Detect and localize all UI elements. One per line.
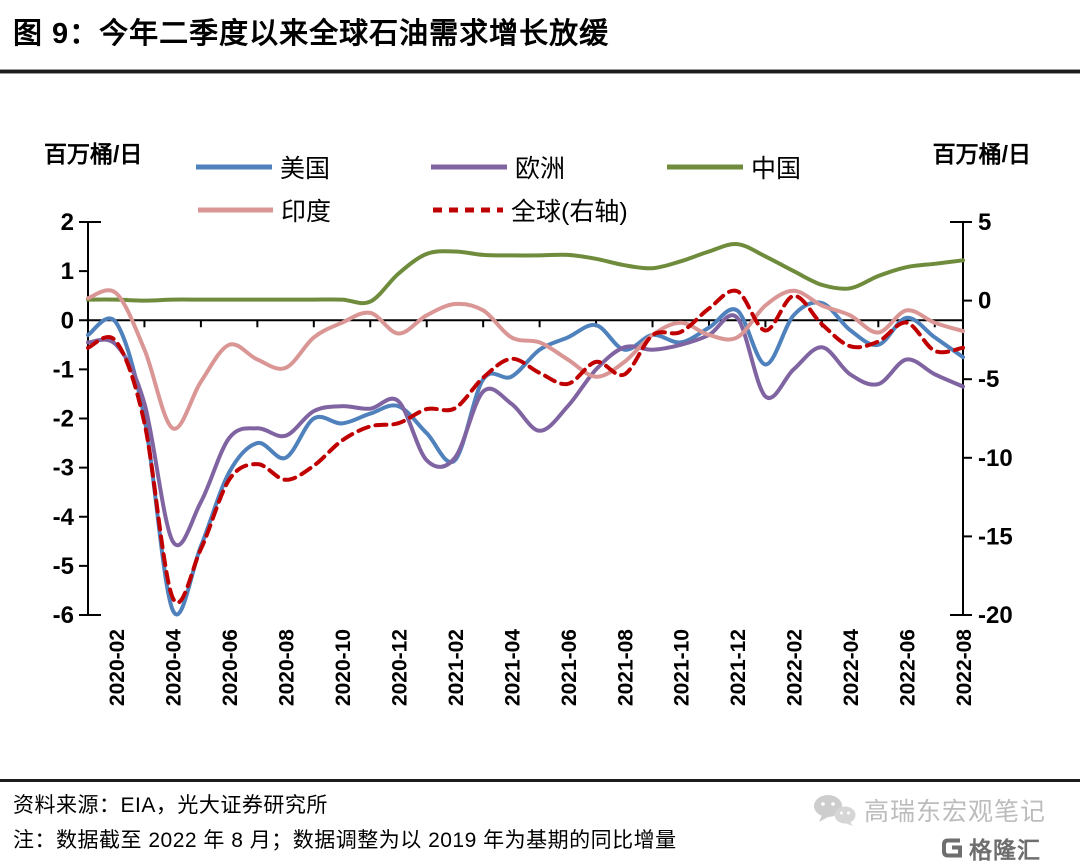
- left-axis-tick-label: -1: [53, 356, 74, 383]
- source-note: 资料来源：EIA，光大证券研究所: [13, 794, 328, 817]
- data-note: 注：数据截至 2022 年 8 月；数据调整为以 2019 年为基期的同比增量: [13, 829, 677, 852]
- watermark: 高瑞东宏观笔记: [812, 792, 1046, 828]
- legend: 美国 欧洲 中国 印度 全球(右轴): [196, 155, 801, 226]
- x-axis-tick-label: 2021-10: [671, 629, 694, 706]
- x-axis-tick-label: 2020-02: [106, 629, 129, 706]
- legend-label-india: 印度: [281, 198, 331, 226]
- left-axis-tick-label: 2: [61, 209, 74, 236]
- gelonghui-label: 格隆汇: [969, 837, 1041, 863]
- x-axis-tick-label: 2021-06: [558, 629, 581, 706]
- series-line-europe: [86, 313, 965, 547]
- right-axis-tick-label: 0: [978, 288, 991, 315]
- top-divider: [0, 69, 1080, 74]
- gelonghui-logo-icon: [942, 838, 962, 858]
- bottom-divider: [0, 779, 1080, 782]
- oil-demand-line-chart: 百万桶/日 百万桶/日 美国 欧洲 中国 印度 全球(右轴): [44, 141, 1031, 706]
- legend-item-global: 全球(右轴): [433, 198, 628, 226]
- left-axis-tick-label: -5: [53, 553, 74, 580]
- x-axis-tick-label: 2020-06: [219, 629, 242, 706]
- legend-item-us: 美国: [196, 155, 330, 183]
- legend-item-europe: 欧洲: [431, 155, 565, 183]
- right-axis-tick-label: -10: [978, 445, 1013, 472]
- left-axis-tick-label: 0: [61, 307, 74, 334]
- left-axis-tick-label: -4: [53, 504, 75, 531]
- right-axis-tick-label: -15: [978, 523, 1013, 550]
- x-axis-tick-label: 2021-12: [727, 629, 750, 706]
- x-axis-tick-label: 2020-12: [388, 629, 411, 706]
- right-axis-tick-label: -5: [978, 366, 999, 393]
- legend-item-china: 中国: [667, 155, 801, 183]
- legend-item-india: 印度: [198, 198, 331, 226]
- left-axis-tick-label: -6: [53, 602, 74, 629]
- series-layer: [86, 242, 965, 617]
- right-axis-tick-label: 5: [978, 209, 991, 236]
- gelonghui-watermark: 格隆汇: [940, 831, 1041, 863]
- x-axis-tick-label: 2020-04: [163, 629, 186, 706]
- x-axis-tick-label: 2022-08: [953, 629, 976, 706]
- left-axis-tick-label: 1: [61, 258, 74, 285]
- axis-labels-layer: 2 1 0 -1 -2 -3 -4 -5 -6 5 0 -5 -10 -15 -20 2020-02 2020-…: [53, 209, 1013, 706]
- x-axis-tick-label: 2020-08: [276, 629, 299, 706]
- legend-label-europe: 欧洲: [515, 155, 565, 183]
- left-axis-unit-label: 百万桶/日: [44, 141, 142, 167]
- series-line-india: [86, 288, 965, 431]
- legend-label-us: 美国: [280, 155, 330, 183]
- left-axis-tick-label: -3: [53, 455, 74, 482]
- x-axis-tick-label: 2021-04: [501, 629, 524, 706]
- legend-label-global: 全球(右轴): [511, 198, 628, 226]
- legend-label-china: 中国: [751, 155, 801, 183]
- x-axis-tick-label: 2020-10: [332, 629, 355, 706]
- x-axis-tick-label: 2021-08: [614, 629, 637, 706]
- x-axis-tick-label: 2022-06: [897, 629, 920, 706]
- figure-title: 图 9：今年二季度以来全球石油需求增长放缓: [13, 18, 610, 50]
- x-axis-tick-label: 2022-02: [784, 629, 807, 706]
- wechat-icon: [814, 795, 856, 826]
- series-line-china: [86, 242, 965, 306]
- series-line-global: [86, 288, 965, 605]
- x-axis-tick-label: 2022-04: [840, 629, 863, 706]
- watermark-account-name: 高瑞东宏观笔记: [864, 798, 1047, 826]
- left-axis-tick-label: -2: [53, 406, 74, 433]
- right-axis-unit-label: 百万桶/日: [933, 141, 1031, 167]
- x-axis-tick-label: 2021-02: [445, 629, 468, 706]
- right-axis-tick-label: -20: [978, 602, 1013, 629]
